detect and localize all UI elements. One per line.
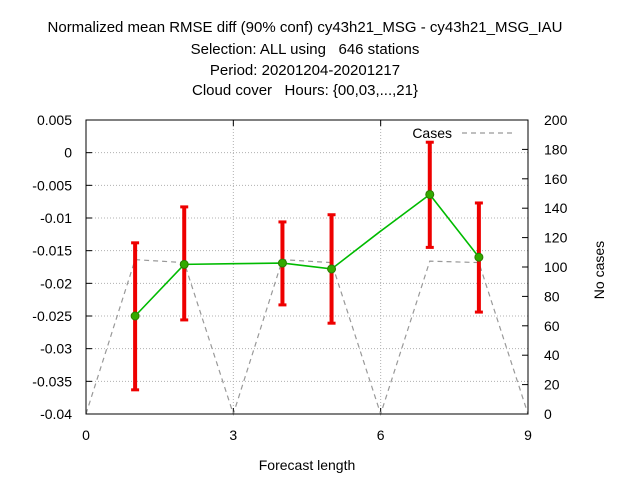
y-tick-label-4: -0.015 xyxy=(32,243,72,259)
y-tick-label-6: -0.025 xyxy=(32,308,72,324)
x-tick-label-0: 0 xyxy=(82,427,90,443)
y-tick-label-0: 0.005 xyxy=(37,112,72,128)
y2-tick-label-0: 200 xyxy=(544,112,568,128)
chart-title-line-4: Cloud cover Hours: {00,03,...,21} xyxy=(192,82,418,99)
y-tick-label-9: -0.04 xyxy=(40,406,72,422)
data-point-0 xyxy=(130,311,140,321)
data-point-1 xyxy=(179,259,189,269)
x-tick-label-3: 9 xyxy=(524,427,532,443)
y2-tick-label-9: 20 xyxy=(544,377,560,393)
x-axis-label: Forecast length xyxy=(259,457,356,473)
y2-tick-label-1: 180 xyxy=(544,141,568,157)
y-tick-label-7: -0.03 xyxy=(40,341,72,357)
chart-title-line-3: Period: 20201204-20201217 xyxy=(209,62,401,79)
chart-title-line-1: Normalized mean RMSE diff (90% conf) cy4… xyxy=(47,19,563,36)
data-point-6 xyxy=(425,189,435,199)
chart-title-line-2: Selection: ALL using 646 stations xyxy=(190,41,420,58)
y2-tick-label-10: 0 xyxy=(544,406,552,422)
legend-cases-label: Cases xyxy=(412,125,452,141)
x-tick-label-1: 3 xyxy=(229,427,237,443)
cases-series-line xyxy=(85,259,529,416)
y2-tick-label-3: 140 xyxy=(544,200,568,216)
x-tick-label-2: 6 xyxy=(377,427,385,443)
y2-tick-label-7: 60 xyxy=(544,318,560,334)
y2-tick-label-5: 100 xyxy=(544,259,568,275)
y2-tick-label-2: 160 xyxy=(544,171,568,187)
y-tick-label-8: -0.035 xyxy=(32,373,72,389)
y-tick-label-5: -0.02 xyxy=(40,275,72,291)
y2-tick-label-8: 40 xyxy=(544,347,560,363)
data-point-4 xyxy=(327,264,337,274)
plot-border xyxy=(85,119,529,415)
data-point-7 xyxy=(474,252,484,262)
y-tick-label-3: -0.01 xyxy=(40,210,72,226)
y2-axis-label: No cases xyxy=(591,241,607,299)
y2-tick-label-6: 80 xyxy=(544,288,560,304)
y-tick-label-1: 0 xyxy=(64,145,72,161)
y-tick-label-2: -0.005 xyxy=(32,177,72,193)
data-point-3 xyxy=(277,258,287,268)
rmse-diff-series-line xyxy=(134,193,480,317)
y2-tick-label-4: 120 xyxy=(544,230,568,246)
